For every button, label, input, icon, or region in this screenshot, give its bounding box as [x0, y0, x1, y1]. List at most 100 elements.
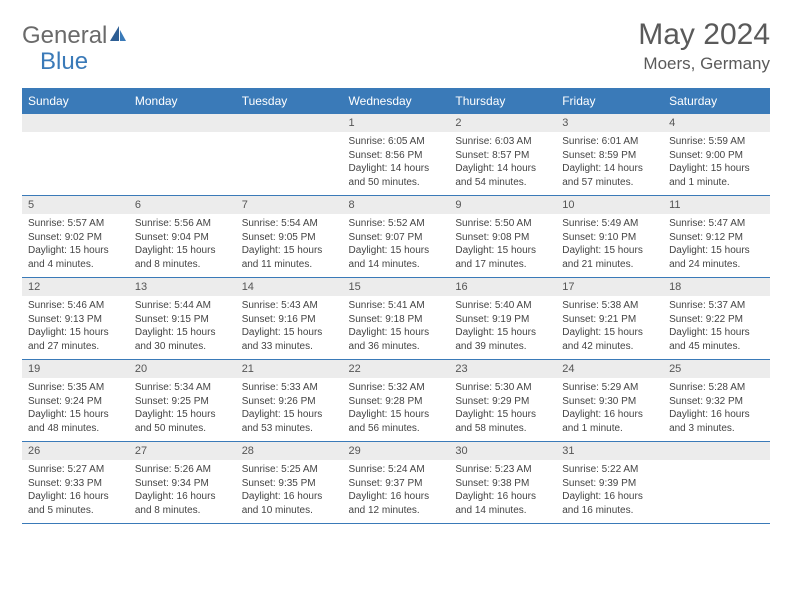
- day-detail: Sunrise: 5:56 AMSunset: 9:04 PMDaylight:…: [129, 214, 236, 278]
- sunrise-text: Sunrise: 5:52 AM: [349, 217, 444, 231]
- sunset-text: Sunset: 9:12 PM: [669, 231, 764, 245]
- daylight-text: Daylight: 14 hours and 50 minutes.: [349, 162, 444, 189]
- daylight-text: Daylight: 15 hours and 58 minutes.: [455, 408, 550, 435]
- sunrise-text: Sunrise: 5:56 AM: [135, 217, 230, 231]
- day-number: 24: [556, 360, 663, 379]
- daylight-text: Daylight: 15 hours and 48 minutes.: [28, 408, 123, 435]
- dow-header: Thursday: [449, 89, 556, 114]
- sunrise-text: Sunrise: 5:35 AM: [28, 381, 123, 395]
- day-number: 6: [129, 196, 236, 215]
- daylight-text: Daylight: 15 hours and 14 minutes.: [349, 244, 444, 271]
- sunset-text: Sunset: 9:32 PM: [669, 395, 764, 409]
- sunset-text: Sunset: 9:04 PM: [135, 231, 230, 245]
- sunrise-text: Sunrise: 5:50 AM: [455, 217, 550, 231]
- sail-icon: [108, 24, 128, 49]
- day-detail: Sunrise: 5:24 AMSunset: 9:37 PMDaylight:…: [343, 460, 450, 524]
- day-number: 11: [663, 196, 770, 215]
- daylight-text: Daylight: 15 hours and 17 minutes.: [455, 244, 550, 271]
- day-detail: Sunrise: 5:43 AMSunset: 9:16 PMDaylight:…: [236, 296, 343, 360]
- sunrise-text: Sunrise: 5:22 AM: [562, 463, 657, 477]
- daylight-text: Daylight: 16 hours and 3 minutes.: [669, 408, 764, 435]
- day-number: 31: [556, 442, 663, 461]
- sunrise-text: Sunrise: 5:27 AM: [28, 463, 123, 477]
- sunset-text: Sunset: 9:37 PM: [349, 477, 444, 491]
- sunrise-text: Sunrise: 5:30 AM: [455, 381, 550, 395]
- day-number: 30: [449, 442, 556, 461]
- sunset-text: Sunset: 9:00 PM: [669, 149, 764, 163]
- day-number: 26: [22, 442, 129, 461]
- day-number: 17: [556, 278, 663, 297]
- sunrise-text: Sunrise: 5:47 AM: [669, 217, 764, 231]
- daylight-text: Daylight: 14 hours and 57 minutes.: [562, 162, 657, 189]
- daylight-text: Daylight: 15 hours and 53 minutes.: [242, 408, 337, 435]
- daylight-text: Daylight: 15 hours and 50 minutes.: [135, 408, 230, 435]
- daylight-text: Daylight: 15 hours and 56 minutes.: [349, 408, 444, 435]
- dow-header: Saturday: [663, 89, 770, 114]
- sunrise-text: Sunrise: 5:41 AM: [349, 299, 444, 313]
- day-detail: Sunrise: 5:25 AMSunset: 9:35 PMDaylight:…: [236, 460, 343, 524]
- sunset-text: Sunset: 9:35 PM: [242, 477, 337, 491]
- day-number: 1: [343, 114, 450, 133]
- sunset-text: Sunset: 9:38 PM: [455, 477, 550, 491]
- day-detail: Sunrise: 5:22 AMSunset: 9:39 PMDaylight:…: [556, 460, 663, 524]
- day-number: 9: [449, 196, 556, 215]
- day-detail: [663, 460, 770, 524]
- day-number: 4: [663, 114, 770, 133]
- daylight-text: Daylight: 15 hours and 45 minutes.: [669, 326, 764, 353]
- daylight-text: Daylight: 16 hours and 8 minutes.: [135, 490, 230, 517]
- sunset-text: Sunset: 9:30 PM: [562, 395, 657, 409]
- logo-text-general: General: [22, 22, 107, 50]
- sunset-text: Sunset: 9:24 PM: [28, 395, 123, 409]
- daylight-text: Daylight: 16 hours and 12 minutes.: [349, 490, 444, 517]
- day-detail: Sunrise: 5:30 AMSunset: 9:29 PMDaylight:…: [449, 378, 556, 442]
- dow-header: Wednesday: [343, 89, 450, 114]
- day-number: 14: [236, 278, 343, 297]
- day-detail: Sunrise: 5:33 AMSunset: 9:26 PMDaylight:…: [236, 378, 343, 442]
- day-number: 13: [129, 278, 236, 297]
- sunrise-text: Sunrise: 5:26 AM: [135, 463, 230, 477]
- daylight-text: Daylight: 15 hours and 36 minutes.: [349, 326, 444, 353]
- sunrise-text: Sunrise: 5:43 AM: [242, 299, 337, 313]
- sunset-text: Sunset: 9:05 PM: [242, 231, 337, 245]
- day-number: 12: [22, 278, 129, 297]
- day-detail: [129, 132, 236, 196]
- daylight-text: Daylight: 16 hours and 16 minutes.: [562, 490, 657, 517]
- day-number: 8: [343, 196, 450, 215]
- sunrise-text: Sunrise: 5:28 AM: [669, 381, 764, 395]
- day-detail: Sunrise: 5:32 AMSunset: 9:28 PMDaylight:…: [343, 378, 450, 442]
- day-number: 18: [663, 278, 770, 297]
- sunset-text: Sunset: 9:21 PM: [562, 313, 657, 327]
- day-detail: Sunrise: 5:38 AMSunset: 9:21 PMDaylight:…: [556, 296, 663, 360]
- sunrise-text: Sunrise: 5:38 AM: [562, 299, 657, 313]
- sunrise-text: Sunrise: 6:05 AM: [349, 135, 444, 149]
- day-detail: Sunrise: 6:01 AMSunset: 8:59 PMDaylight:…: [556, 132, 663, 196]
- day-detail: Sunrise: 5:46 AMSunset: 9:13 PMDaylight:…: [22, 296, 129, 360]
- sunset-text: Sunset: 9:33 PM: [28, 477, 123, 491]
- sunset-text: Sunset: 9:08 PM: [455, 231, 550, 245]
- day-number: 23: [449, 360, 556, 379]
- day-number: 28: [236, 442, 343, 461]
- calendar-table: SundayMondayTuesdayWednesdayThursdayFrid…: [22, 88, 770, 524]
- daylight-text: Daylight: 15 hours and 30 minutes.: [135, 326, 230, 353]
- daylight-text: Daylight: 14 hours and 54 minutes.: [455, 162, 550, 189]
- day-detail: Sunrise: 5:49 AMSunset: 9:10 PMDaylight:…: [556, 214, 663, 278]
- sunrise-text: Sunrise: 5:49 AM: [562, 217, 657, 231]
- sunrise-text: Sunrise: 5:54 AM: [242, 217, 337, 231]
- sunrise-text: Sunrise: 5:23 AM: [455, 463, 550, 477]
- day-detail: Sunrise: 5:34 AMSunset: 9:25 PMDaylight:…: [129, 378, 236, 442]
- sunrise-text: Sunrise: 6:03 AM: [455, 135, 550, 149]
- daylight-text: Daylight: 15 hours and 24 minutes.: [669, 244, 764, 271]
- day-detail: [236, 132, 343, 196]
- sunset-text: Sunset: 9:16 PM: [242, 313, 337, 327]
- sunset-text: Sunset: 9:22 PM: [669, 313, 764, 327]
- sunset-text: Sunset: 9:15 PM: [135, 313, 230, 327]
- daylight-text: Daylight: 15 hours and 27 minutes.: [28, 326, 123, 353]
- day-number: 10: [556, 196, 663, 215]
- sunrise-text: Sunrise: 5:34 AM: [135, 381, 230, 395]
- sunset-text: Sunset: 9:34 PM: [135, 477, 230, 491]
- sunset-text: Sunset: 9:25 PM: [135, 395, 230, 409]
- sunset-text: Sunset: 9:07 PM: [349, 231, 444, 245]
- daylight-text: Daylight: 15 hours and 4 minutes.: [28, 244, 123, 271]
- sunrise-text: Sunrise: 5:24 AM: [349, 463, 444, 477]
- sunrise-text: Sunrise: 5:33 AM: [242, 381, 337, 395]
